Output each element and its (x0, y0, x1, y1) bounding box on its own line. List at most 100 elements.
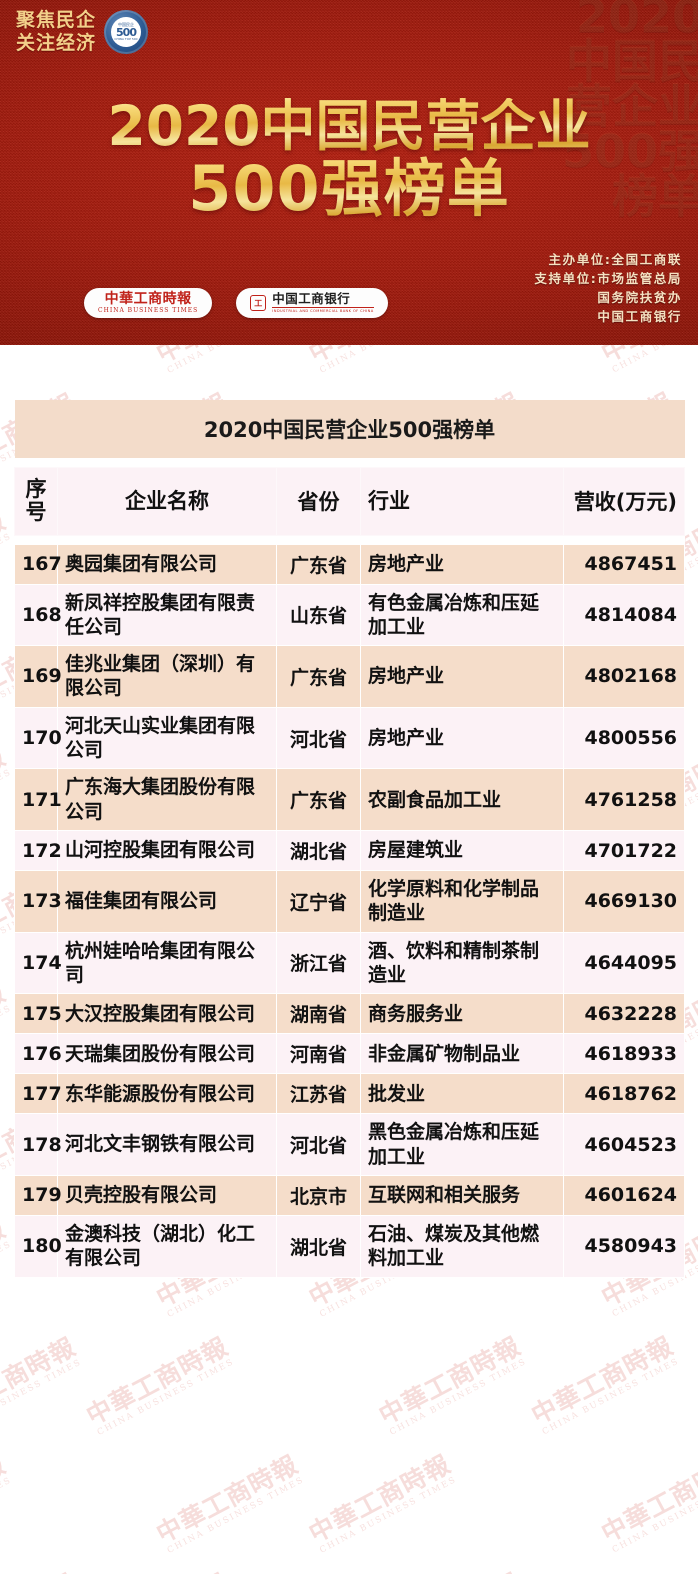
table-row: 169 佳兆业集团（深圳）有限公司 广东省 房地产业 4802168 (14, 645, 686, 708)
cell-rank: 178 (14, 1113, 62, 1176)
cell-industry: 石油、煤炭及其他燃料加工业 (360, 1214, 564, 1278)
col-header-rank-l1: 序 (25, 476, 47, 501)
cell-industry: 有色金属冶炼和压延加工业 (360, 583, 564, 647)
cell-province: 浙江省 (276, 931, 361, 995)
cell-rank: 169 (14, 645, 62, 708)
cell-revenue: 4618933 (562, 1033, 686, 1075)
cell-revenue: 4618762 (562, 1073, 686, 1115)
col-header-industry: 行业 (360, 466, 564, 536)
cbt-logo-en: CHINA BUSINESS TIMES (98, 307, 199, 314)
cbt-logo-cn: 中華工商時報 (104, 291, 192, 307)
table-title-row: 2020中国民营企业500强榜单 (14, 400, 685, 458)
ranking-table-area: 2020中国民营企业500强榜单 序 号 企业名称 省份 行业 营收(万元) 1… (0, 345, 698, 1278)
watermark-cn: 中華工商時報 (0, 1568, 80, 1574)
organizer-line-1: 支持单位:市场监管总局 (534, 271, 682, 286)
cell-revenue: 4601624 (562, 1174, 686, 1216)
ranking-table-body: 167 奥园集团有限公司 广东省 房地产业 4867451 168 新凤祥控股集团有限责任公… (14, 543, 686, 1278)
watermark-en: CHINA BUSINESS TIMES (0, 1357, 84, 1438)
cell-province: 山东省 (276, 583, 361, 647)
cell-industry: 非金属矿物制品业 (360, 1033, 564, 1075)
banner-title-line-2: 500强榜单 (0, 156, 698, 221)
col-header-province: 省份 (276, 466, 361, 536)
watermark-cn: 中華工商時報 (82, 1568, 233, 1574)
cell-rank: 175 (14, 993, 62, 1035)
watermark-en: CHINA BUSINESS TIMES (540, 1356, 682, 1438)
cell-rank: 177 (14, 1073, 62, 1115)
watermark-cn: 中華工商時報 (0, 1331, 81, 1431)
cell-name: 贝壳控股有限公司 (57, 1174, 277, 1216)
banner-title-line-1: 2020中国民营企业 (0, 98, 698, 154)
table-row: 176 天瑞集团股份有限公司 河南省 非金属矿物制品业 4618933 (14, 1033, 686, 1075)
cell-province: 湖南省 (276, 993, 361, 1035)
watermark-cn: 中華工商時報 (374, 1331, 526, 1431)
cell-revenue: 4802168 (562, 645, 686, 708)
table-row: 175 大汉控股集团有限公司 湖南省 商务服务业 4632228 (14, 993, 686, 1035)
cell-industry: 房地产业 (360, 645, 564, 708)
top500-circle-icon: 中国民企 500 CHINA TOP 500 (104, 10, 149, 55)
table-header-row: 序 号 企业名称 省份 行业 营收(万元) (14, 466, 686, 536)
watermark-cn: 中華工商時報 (151, 1449, 303, 1549)
cell-revenue: 4814084 (562, 583, 686, 647)
cell-rank: 172 (14, 830, 62, 872)
cell-province: 湖北省 (276, 1214, 361, 1278)
cell-rank: 170 (14, 706, 62, 770)
cell-rank: 174 (14, 931, 62, 995)
cell-revenue: 4669130 (562, 870, 686, 933)
table-row: 174 杭州娃哈哈集团有限公司 浙江省 酒、饮料和精制茶制造业 4644095 (14, 931, 686, 995)
table-spacer-row-top (14, 458, 685, 467)
cell-province: 北京市 (276, 1174, 361, 1216)
watermark-en: CHINA BUSINESS TIMES (0, 1475, 14, 1556)
table-row: 168 新凤祥控股集团有限责任公司 山东省 有色金属冶炼和压延加工业 4814084 (14, 583, 686, 647)
col-header-revenue: 营收(万元) (562, 466, 686, 536)
cell-industry: 房地产业 (360, 543, 564, 585)
cell-industry: 互联网和相关服务 (360, 1174, 564, 1216)
hero-banner: 2020中国民营企业500强榜单 聚焦民企 关注经济 中国民企 500 CHIN… (0, 0, 698, 345)
watermark-en: CHINA BUSINESS TIMES (388, 1356, 529, 1438)
table-row: 173 福佳集团有限公司 辽宁省 化学原料和化学制品制造业 4669130 (14, 870, 686, 933)
icbc-logo-en: INDUSTRIAL AND COMMERCIAL BANK OF CHINA (272, 307, 374, 313)
watermark-cn: 中華工商時報 (81, 1331, 233, 1431)
watermark-en: CHINA BUSINESS TIMES (318, 1474, 459, 1556)
organizer-line-3: 中国工商银行 (597, 309, 682, 324)
table-row: 178 河北文丰钢铁有限公司 河北省 黑色金属冶炼和压延加工业 4604523 (14, 1113, 686, 1176)
icbc-mark-icon: 工 (250, 295, 267, 311)
cell-industry: 房屋建筑业 (360, 830, 564, 872)
cell-rank: 180 (14, 1214, 62, 1278)
col-header-rank-l2: 号 (25, 500, 47, 525)
cell-revenue: 4761258 (562, 768, 686, 832)
organizer-line-0: 主办单位:全国工商联 (548, 252, 682, 267)
cell-rank: 167 (14, 543, 62, 585)
banner-title-block: 2020中国民营企业 500强榜单 (0, 98, 698, 221)
cell-province: 广东省 (276, 645, 361, 708)
table-spacer-row-bottom (14, 535, 685, 545)
cell-industry: 批发业 (360, 1073, 564, 1115)
cell-province: 广东省 (276, 543, 361, 585)
top500-badge-top: 中国民企 (118, 22, 135, 28)
cell-province: 江苏省 (276, 1073, 361, 1115)
logo-icbc: 工 中国工商银行 INDUSTRIAL AND COMMERCIAL BANK … (236, 288, 388, 318)
cell-name: 杭州娃哈哈集团有限公司 (57, 931, 277, 995)
top500-inner: 中国民企 500 CHINA TOP 500 (111, 17, 142, 48)
banner-slogan: 聚焦民企 关注经济 (16, 9, 96, 55)
cell-industry: 房地产业 (360, 706, 564, 770)
cell-province: 广东省 (276, 768, 361, 832)
table-row: 167 奥园集团有限公司 广东省 房地产业 4867451 (14, 543, 686, 585)
col-header-name: 企业名称 (57, 466, 277, 536)
cell-name: 河北天山实业集团有限公司 (57, 706, 277, 770)
cell-province: 河南省 (276, 1033, 361, 1075)
cell-revenue: 4580943 (562, 1214, 686, 1278)
slogan-line-2: 关注经济 (16, 32, 97, 55)
cell-name: 金澳科技（湖北）化工有限公司 (57, 1214, 277, 1278)
table-row: 171 广东海大集团股份有限公司 广东省 农副食品加工业 4761258 (14, 768, 686, 832)
cell-industry: 黑色金属冶炼和压延加工业 (360, 1113, 564, 1176)
watermark-en: CHINA BUSINESS TIMES (165, 1474, 307, 1556)
cell-name: 佳兆业集团（深圳）有限公司 (57, 645, 277, 708)
icbc-text-col: 中国工商银行 INDUSTRIAL AND COMMERCIAL BANK OF… (272, 292, 374, 314)
table-title: 2020中国民营企业500强榜单 (14, 400, 685, 458)
